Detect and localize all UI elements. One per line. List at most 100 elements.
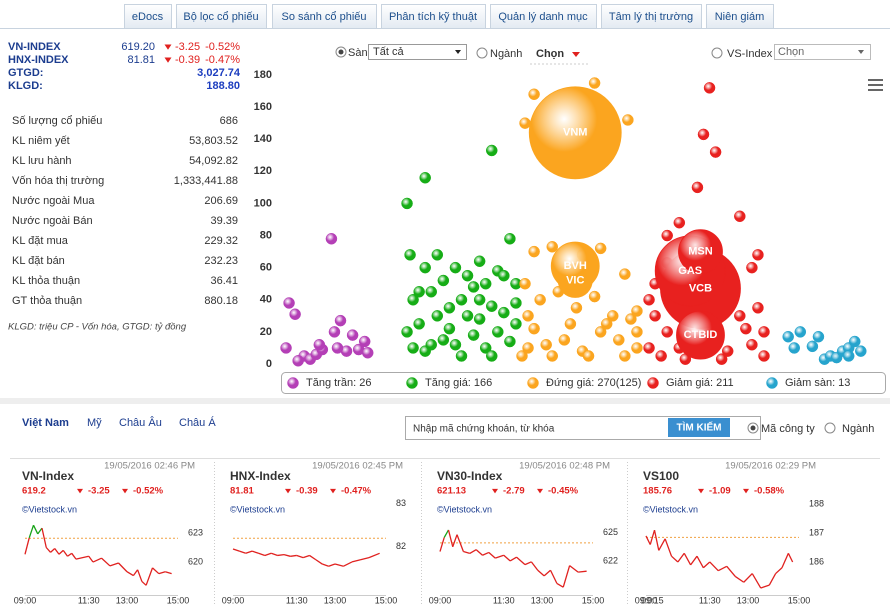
bubble-dot bbox=[510, 297, 522, 309]
mini-x-tick: 11:30 bbox=[286, 595, 308, 605]
bubble-dot bbox=[443, 322, 456, 335]
legend-label[interactable]: Tăng trần: 26 bbox=[306, 377, 371, 389]
bubble-dot bbox=[570, 302, 583, 314]
mini-timestamp: 19/05/2016 02:29 PM bbox=[725, 461, 816, 472]
mini-x-tick: 15:00 bbox=[375, 595, 398, 605]
summary-value: 188.80 bbox=[206, 80, 240, 92]
nav-tab[interactable]: Bộ lọc cổ phiếu bbox=[176, 4, 267, 29]
y-tick-label: 140 bbox=[254, 133, 272, 145]
mini-line-segment bbox=[543, 569, 551, 577]
bubble-label: CTBID bbox=[684, 329, 718, 341]
section-divider bbox=[0, 398, 890, 404]
nav-tab[interactable]: Quản lý danh mục bbox=[490, 4, 597, 29]
legend-swatch bbox=[527, 377, 539, 389]
bubble-dot bbox=[588, 290, 601, 303]
mini-line-segment bbox=[152, 567, 160, 575]
search-button-text: TÌM KIẾM bbox=[677, 421, 722, 434]
mini-line-segment bbox=[456, 534, 464, 552]
bubble-dot bbox=[619, 268, 631, 280]
mini-line-segment bbox=[251, 550, 259, 554]
mini-source: ©Vietstock.vn bbox=[437, 504, 492, 514]
mini-y-tick: 186 bbox=[809, 556, 824, 566]
nav-tab[interactable]: eDocs bbox=[124, 4, 172, 29]
bubble-dot bbox=[467, 281, 480, 293]
legend-label[interactable]: Đứng giá: 270(125) bbox=[546, 377, 641, 389]
mini-value: 619.2 bbox=[22, 486, 46, 497]
radio-sector-search[interactable] bbox=[824, 422, 836, 434]
exchange-select[interactable] bbox=[368, 44, 467, 60]
radio-sector[interactable] bbox=[476, 47, 488, 59]
legend-label[interactable]: Giảm sàn: 13 bbox=[785, 377, 850, 389]
mini-line-segment bbox=[88, 555, 94, 563]
mini-line-segment bbox=[537, 569, 545, 577]
bubble-dot bbox=[437, 334, 450, 346]
mini-x-tick: 13:00 bbox=[324, 595, 347, 605]
nav-tab[interactable]: Phân tích kỹ thuật bbox=[381, 4, 486, 29]
mini-y-tick: 82 bbox=[396, 541, 406, 551]
market-tab[interactable]: Việt Nam bbox=[22, 417, 69, 429]
vs-select-text: Chọn bbox=[778, 46, 804, 58]
radio-vs[interactable] bbox=[711, 47, 723, 59]
mini-line-segment bbox=[690, 555, 698, 566]
nav-tab[interactable]: Niên giám bbox=[706, 4, 774, 29]
mini-line-segment bbox=[447, 529, 454, 548]
bubble-dot bbox=[510, 318, 522, 330]
bubble-dot bbox=[486, 300, 498, 312]
mini-line-segment bbox=[562, 565, 571, 588]
mini-line-segment bbox=[671, 555, 679, 563]
chart-menu[interactable] bbox=[868, 79, 883, 91]
market-tab[interactable]: Châu Âu bbox=[119, 416, 162, 429]
bubble-dot bbox=[413, 318, 425, 330]
tab-label: eDocs bbox=[132, 11, 164, 23]
search-button[interactable] bbox=[668, 418, 730, 437]
nav-tab[interactable]: Tâm lý thị trường bbox=[601, 4, 702, 29]
mini-line-segment bbox=[283, 553, 291, 557]
bubble-label: BVH bbox=[564, 260, 587, 272]
y-tick-label: 20 bbox=[260, 326, 272, 338]
bubble-dot bbox=[289, 308, 301, 320]
bubble-dot bbox=[528, 245, 540, 258]
mini-line-segment bbox=[28, 524, 35, 539]
mini-value: 621.13 bbox=[437, 486, 466, 497]
bubble-dot bbox=[806, 340, 819, 353]
bubble-dot bbox=[721, 345, 734, 357]
mini-line-segment bbox=[37, 527, 43, 535]
tab-bg bbox=[381, 4, 486, 29]
stat-label: KL đặt mua bbox=[12, 235, 69, 247]
bubble-dot bbox=[619, 350, 631, 362]
bubble-dot bbox=[486, 350, 498, 362]
mini-x-tick: 09:15 bbox=[641, 595, 664, 605]
legend-label[interactable]: Giảm giá: 211 bbox=[666, 377, 734, 389]
legend-label[interactable]: Tăng giá: 166 bbox=[425, 377, 492, 389]
named-bubble bbox=[528, 86, 622, 180]
bubble-dot bbox=[546, 350, 558, 362]
down-arrow bbox=[330, 488, 336, 494]
bubble-dot bbox=[449, 338, 462, 351]
index-pct: -0.52% bbox=[205, 41, 240, 53]
tab-bg bbox=[124, 4, 172, 29]
mini-y-tick: 625 bbox=[603, 527, 618, 537]
mini-timestamp: 19/05/2016 02:45 PM bbox=[312, 461, 403, 472]
mini-line-segment bbox=[277, 553, 285, 557]
mini-timestamp: 19/05/2016 02:48 PM bbox=[519, 461, 610, 472]
sector-select[interactable]: Chọn bbox=[536, 48, 564, 60]
market-tab[interactable]: Mỹ bbox=[87, 417, 102, 429]
stat-label: KL niêm yết bbox=[12, 135, 70, 147]
mini-line-segment bbox=[141, 580, 147, 586]
mini-x-tick: 09:00 bbox=[14, 595, 37, 605]
mini-line-segment bbox=[50, 547, 56, 553]
bubble-dot bbox=[492, 326, 504, 338]
mini-value: 185.76 bbox=[643, 486, 672, 497]
tab-bg bbox=[490, 4, 597, 29]
radio-dot bbox=[338, 49, 344, 55]
index-value: 81.81 bbox=[127, 54, 155, 66]
market-tab[interactable]: Châu Á bbox=[179, 416, 216, 429]
nav-tab[interactable]: So sánh cổ phiếu bbox=[272, 4, 377, 29]
down-arrow bbox=[698, 488, 704, 494]
bubble-dot bbox=[691, 181, 704, 194]
bubble-dot bbox=[697, 128, 710, 141]
y-tick-label: 0 bbox=[266, 358, 272, 370]
vs-select[interactable] bbox=[774, 44, 871, 60]
bubble-dot bbox=[600, 318, 613, 330]
mini-pct: -0.52% bbox=[133, 486, 164, 497]
